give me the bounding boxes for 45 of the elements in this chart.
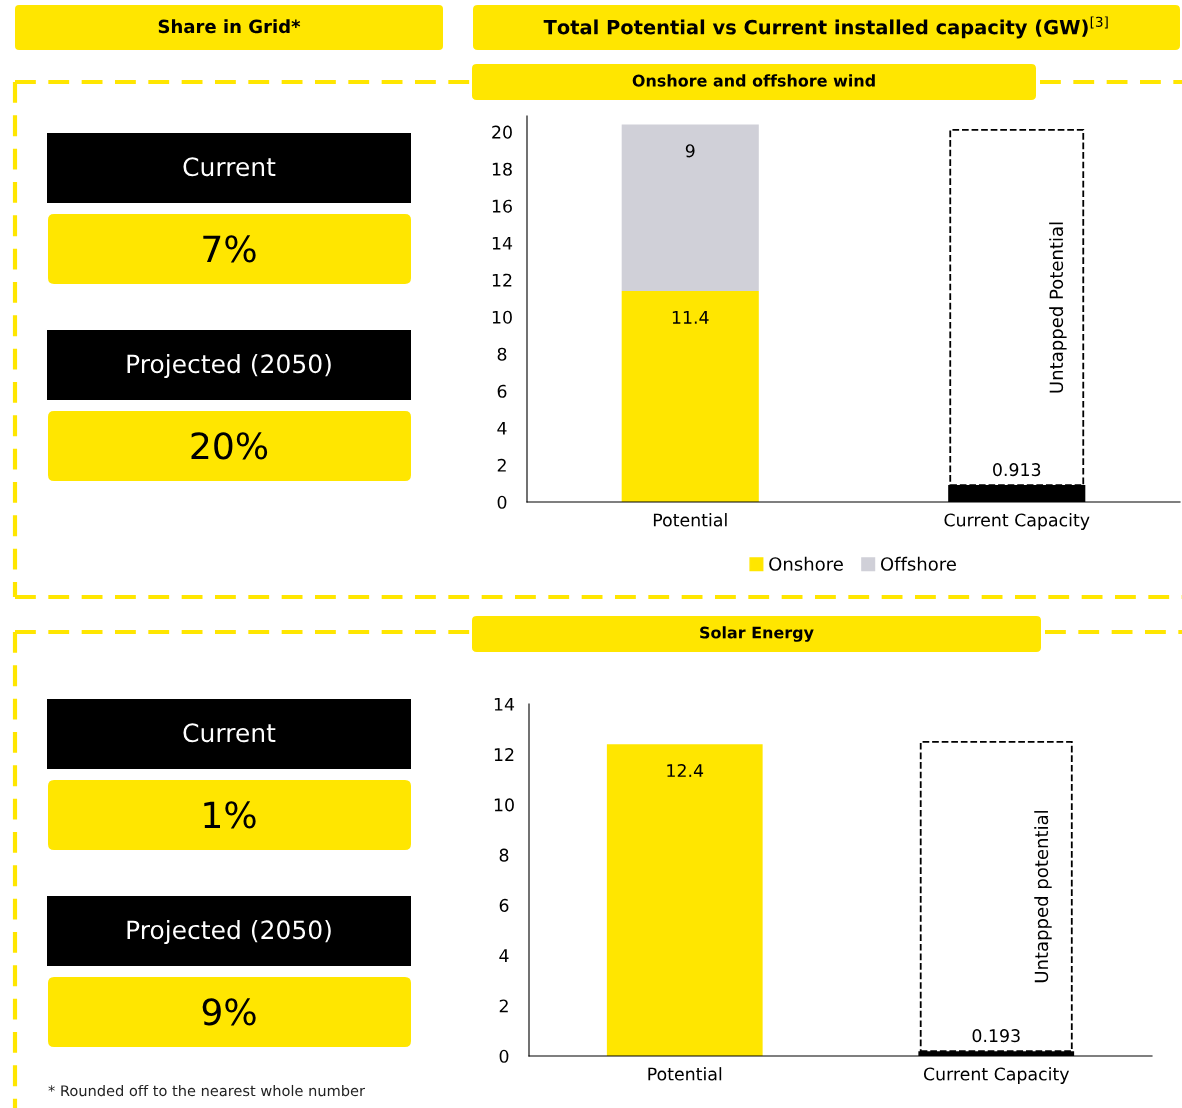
text: Projected (2050) xyxy=(127,919,331,945)
x-tick-label: Potential xyxy=(653,513,727,527)
text: 1% xyxy=(204,801,256,829)
y-tick-label: 18 xyxy=(492,162,512,176)
chart-title: Solar Energy xyxy=(700,626,814,642)
y-tick-label: 0 xyxy=(497,495,507,509)
text: Untapped Potential xyxy=(1049,222,1067,393)
y-tick-label: 14 xyxy=(494,697,515,711)
text: Current xyxy=(183,157,276,177)
x-tick-label: Current Capacity xyxy=(944,513,1090,530)
legend-label: Offshore xyxy=(880,556,956,571)
y-tick-label: 10 xyxy=(492,310,512,324)
text: 7% xyxy=(203,235,256,263)
data-label: 12.4 xyxy=(667,763,704,777)
y-tick-label: 0 xyxy=(499,1049,509,1063)
y-tick-label: 12 xyxy=(494,748,514,761)
x-tick-label: Potential xyxy=(648,1067,722,1081)
y-tick-label: 4 xyxy=(499,949,509,963)
y-tick-label: 8 xyxy=(499,848,509,862)
legend-label: Onshore xyxy=(769,556,843,571)
data-label: 0.193 xyxy=(972,1029,1020,1043)
text: Untapped potential xyxy=(1034,811,1052,983)
y-tick-label: 10 xyxy=(494,798,514,812)
y-tick-label: 2 xyxy=(499,999,508,1013)
y-tick-label: 8 xyxy=(497,347,507,361)
y-tick-label: 6 xyxy=(497,384,507,398)
y-tick-label: 16 xyxy=(492,199,512,213)
data-label: 9 xyxy=(685,144,695,158)
text: Current xyxy=(183,723,276,743)
data-label: 11.4 xyxy=(672,311,709,324)
text: 9% xyxy=(202,998,256,1026)
text: Share in Grid* xyxy=(158,19,301,34)
chart-title: Total Potential vs Current installed capacity (GW)$^{[3]}$ xyxy=(543,16,1108,39)
y-tick-label: 2 xyxy=(497,458,506,472)
y-tick-label: 6 xyxy=(499,898,509,912)
x-tick-label: Current Capacity xyxy=(923,1067,1070,1084)
text: 20% xyxy=(191,432,268,460)
chart-subtitle: Onshore and offshore wind xyxy=(632,74,875,87)
data-label: 0.913 xyxy=(993,463,1041,477)
y-tick-label: 14 xyxy=(492,236,513,250)
y-tick-label: 12 xyxy=(492,273,512,287)
text: * Rounded off to the nearest whole number xyxy=(48,1084,366,1097)
text: Projected (2050) xyxy=(127,353,331,379)
y-tick-label: 4 xyxy=(497,421,507,435)
y-tick-label: 20 xyxy=(492,125,512,139)
